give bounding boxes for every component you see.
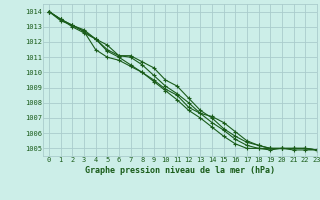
- X-axis label: Graphe pression niveau de la mer (hPa): Graphe pression niveau de la mer (hPa): [85, 166, 275, 175]
